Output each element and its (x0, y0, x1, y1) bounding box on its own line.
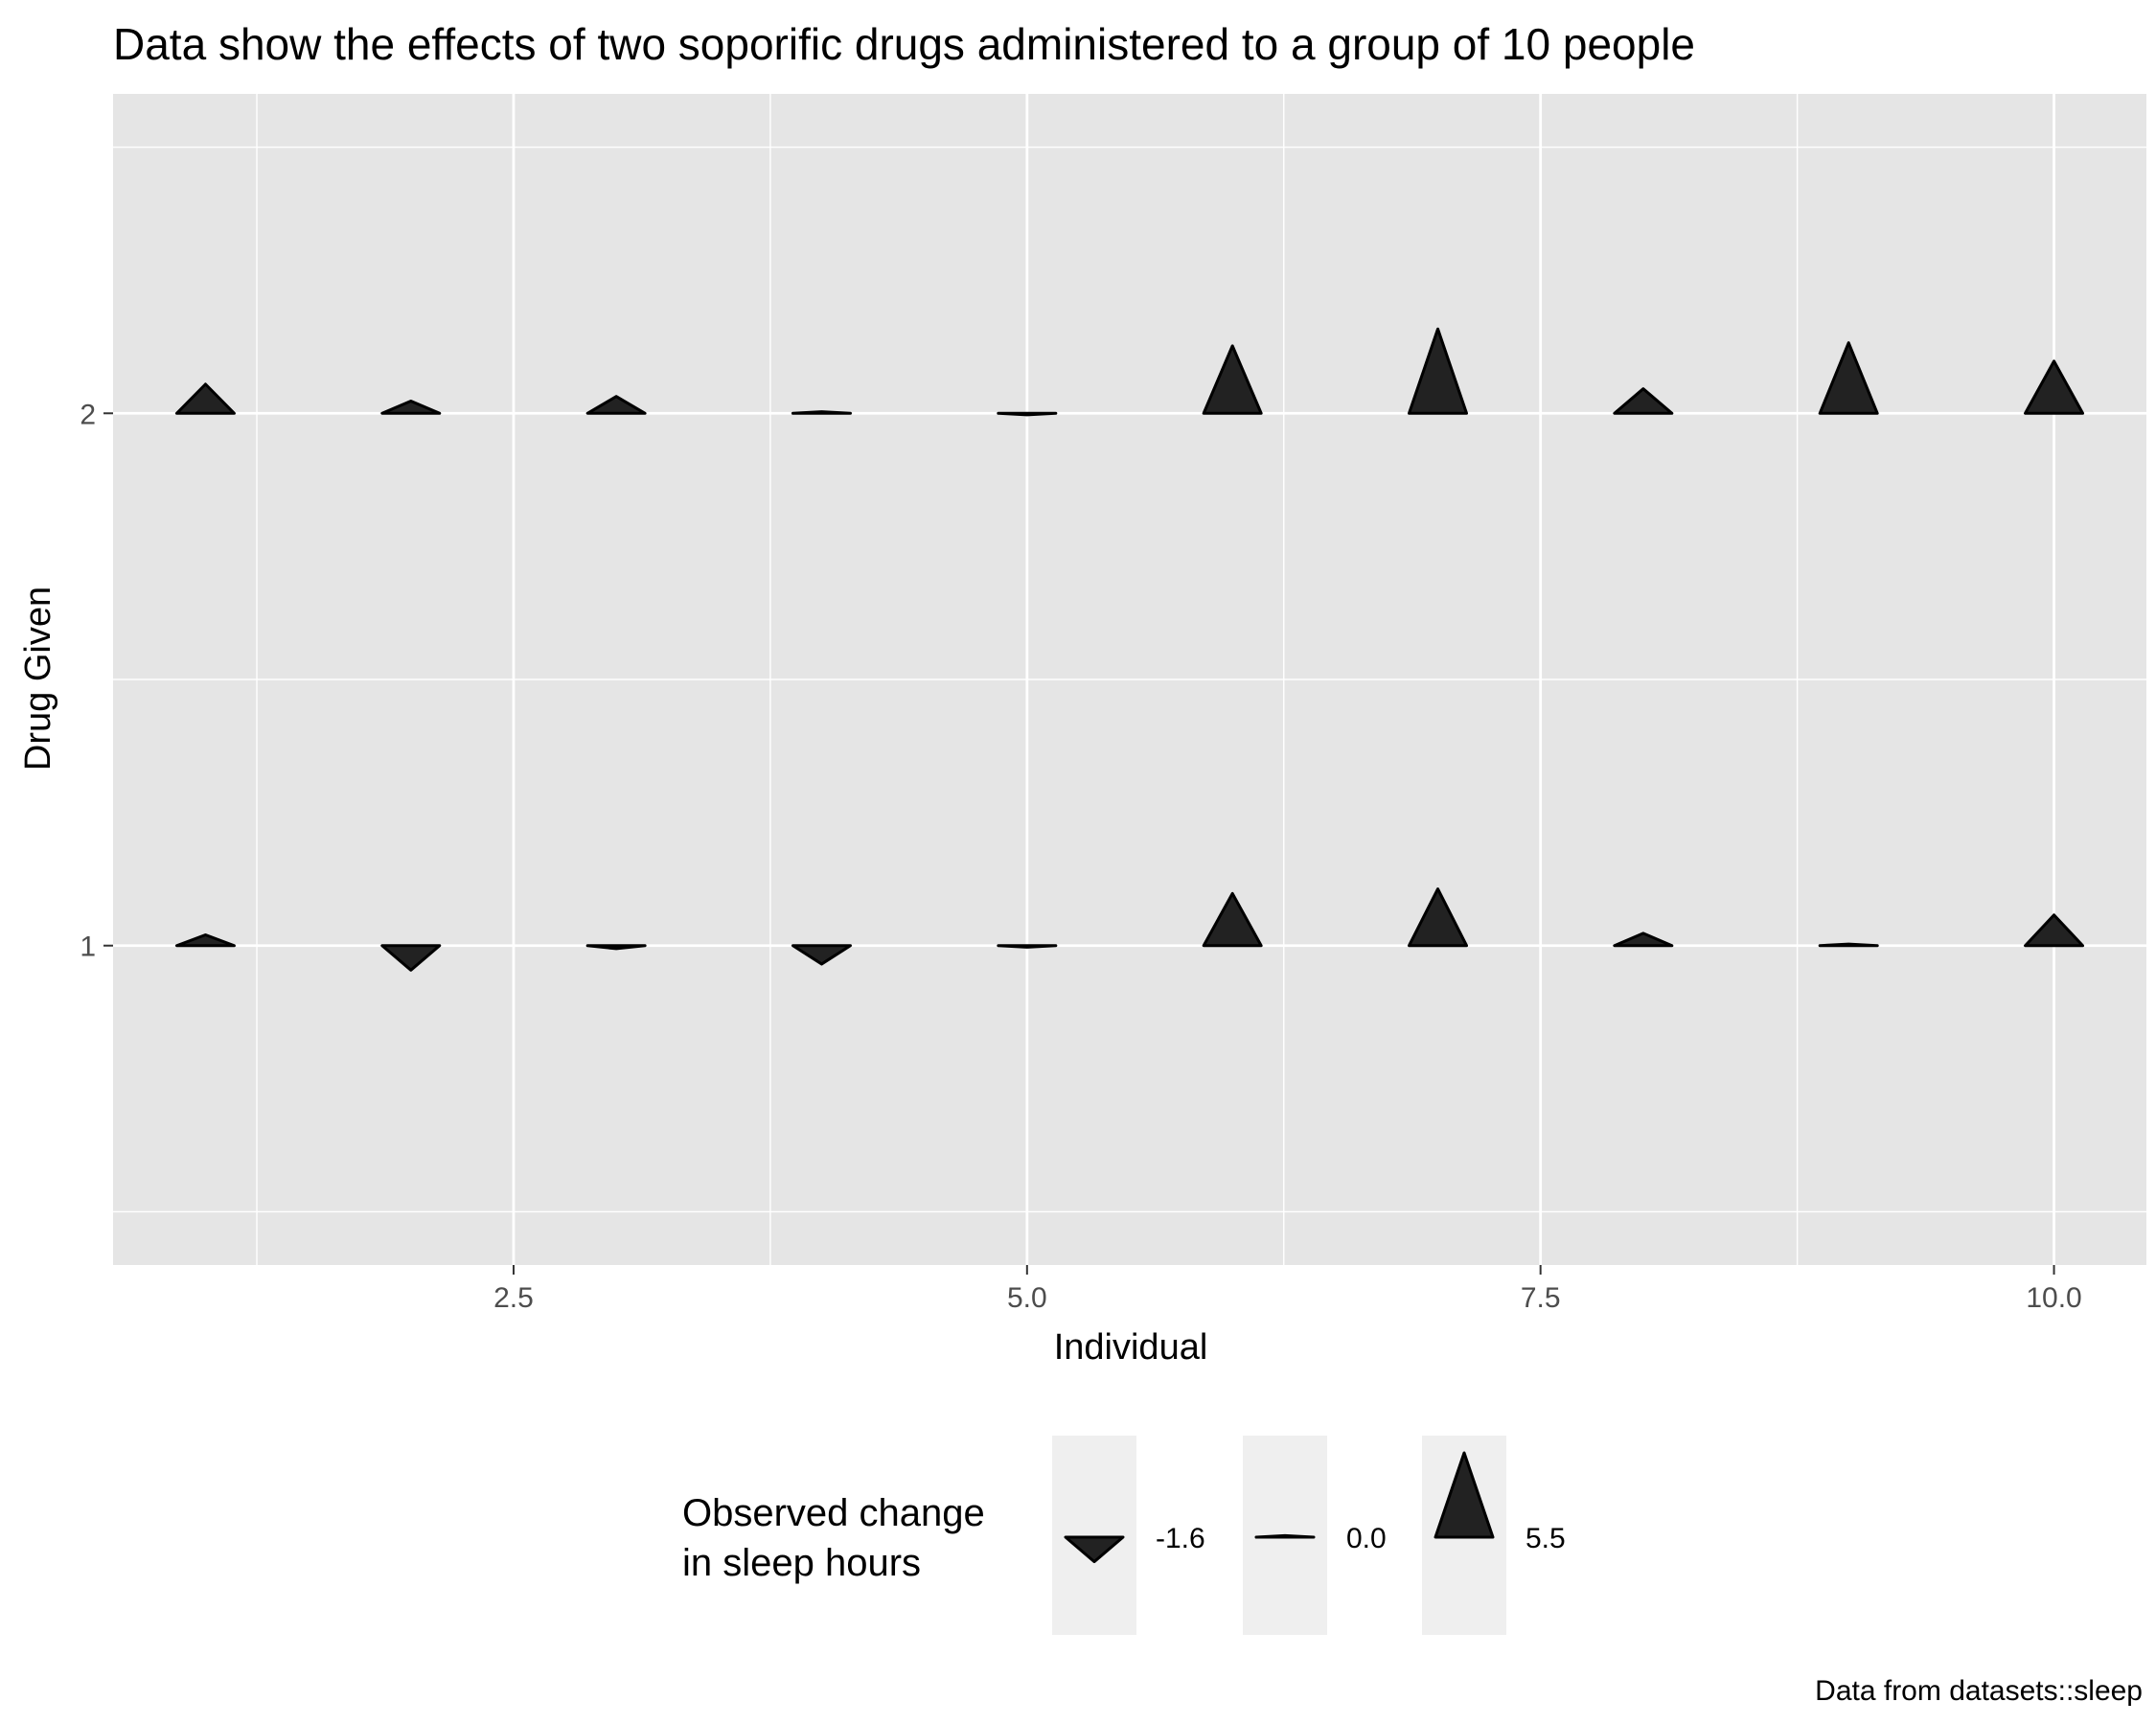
legend-label: 5.5 (1525, 1523, 1566, 1554)
data-point-individual-7-drug-2 (1408, 327, 1469, 415)
data-point-individual-1-drug-2 (174, 382, 236, 415)
y-tick-label: 2 (80, 399, 96, 430)
data-point-individual-9-drug-2 (1818, 341, 1879, 415)
data-point-individual-5-drug-1 (997, 944, 1058, 949)
y-axis-title: Drug Given (18, 586, 58, 770)
x-tick-label: 2.5 (493, 1282, 534, 1314)
data-point-individual-10-drug-1 (2024, 913, 2085, 948)
legend-title-line-2: in sleep hours (682, 1542, 921, 1584)
legend-title: Observed change in sleep hours (682, 1492, 996, 1584)
data-point-individual-2-drug-2 (380, 399, 442, 415)
x-tick-label: 5.0 (1007, 1282, 1047, 1314)
legend-entry: -1.6 (1052, 1436, 1205, 1635)
legend-label: 0.0 (1346, 1523, 1387, 1554)
legend-key-background (1052, 1436, 1136, 1635)
data-point-individual-6-drug-2 (1202, 344, 1263, 415)
data-point-individual-9-drug-1 (1818, 942, 1879, 948)
x-axis-title: Individual (1054, 1327, 1208, 1368)
legend-key-marker (1064, 1535, 1125, 1564)
legend-key-marker (1254, 1533, 1316, 1539)
data-point-individual-5-drug-2 (997, 411, 1058, 417)
data-point-individual-4-drug-1 (791, 944, 852, 966)
x-tick-label: 7.5 (1521, 1282, 1561, 1314)
legend-title-line-1: Observed change (682, 1492, 985, 1534)
data-point-individual-1-drug-1 (174, 933, 236, 948)
chart-title: Data show the effects of two soporific d… (113, 19, 1695, 69)
legend-label: -1.6 (1156, 1523, 1205, 1554)
legend-entry: 0.0 (1243, 1436, 1387, 1635)
y-tick-label: 1 (80, 932, 96, 963)
legend-entry: 5.5 (1422, 1436, 1566, 1635)
plot-area: 2.5 5.0 7.5 10.0 1 2 (80, 94, 2146, 1314)
x-tick-label: 10.0 (2026, 1282, 2081, 1314)
chart-caption: Data from datasets::sleep (1815, 1675, 2143, 1707)
data-point-individual-3-drug-1 (585, 944, 647, 951)
data-point-individual-6-drug-1 (1202, 891, 1263, 948)
data-point-individual-7-drug-1 (1408, 887, 1469, 948)
data-point-individual-8-drug-1 (1613, 932, 1674, 948)
data-point-individual-4-drug-2 (791, 410, 852, 415)
data-point-individual-8-drug-2 (1613, 387, 1674, 415)
legend-key-marker (1434, 1451, 1495, 1539)
data-point-individual-3-drug-2 (585, 395, 647, 415)
legend: Observed change in sleep hours -1.6 0.0 5.… (682, 1436, 1566, 1635)
data-point-individual-10-drug-2 (2024, 359, 2085, 415)
data-point-individual-2-drug-1 (380, 944, 442, 972)
